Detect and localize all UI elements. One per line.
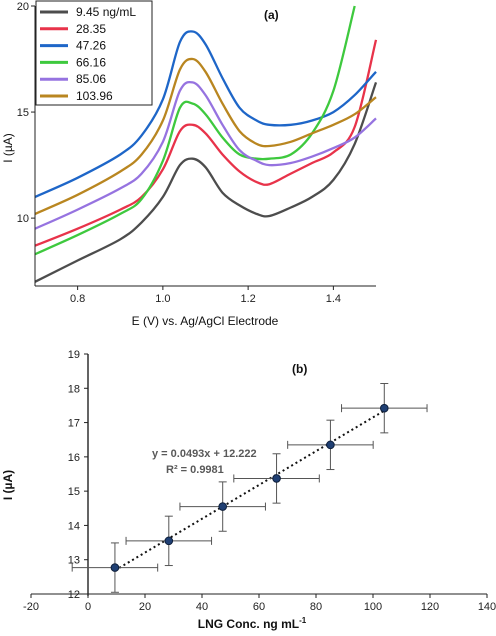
- data-point-4: [233, 453, 320, 504]
- panel-b-data-points: [71, 382, 428, 593]
- series-line-2: [34, 39, 378, 247]
- panel-b-x-tick-label: 60: [253, 601, 265, 613]
- data-point-1: [71, 542, 159, 593]
- linear-trendline: [114, 409, 385, 572]
- legend-entry-1: 9.45 ng/mL: [76, 5, 136, 19]
- panel-b-y-tick-label: 18: [68, 383, 80, 395]
- panel-a-legend-box: [35, 0, 153, 106]
- point-marker: [218, 502, 227, 511]
- data-point-3: [179, 481, 266, 532]
- point-marker: [379, 403, 389, 413]
- series-line-6: [34, 57, 377, 215]
- point-marker: [164, 536, 174, 546]
- series-line-1: [34, 82, 378, 283]
- panel-a-x-axis-label: E (V) vs. Ag/AgCl Electrode: [132, 314, 279, 328]
- panel-a-y-tick-label: 10: [17, 213, 29, 225]
- panel-a-y-axis-label: I (µA): [1, 133, 15, 163]
- legend-entry-3: 47.26: [76, 39, 106, 53]
- panel-a-x-tick-label: 1.0: [155, 293, 170, 305]
- panel-b-y-tick-label: 13: [68, 555, 80, 567]
- panel-a-legend: 9.45 ng/mL 28.35 47.26 66.16 85.06 103.96: [35, 0, 153, 106]
- panel-b-x-tick-label: 120: [421, 601, 439, 613]
- panel-b-y-tick-label: 19: [68, 349, 80, 361]
- series-line-3: [34, 30, 377, 198]
- data-point-5: [287, 419, 374, 471]
- panel-b-x-axis-unit-sup: -1: [299, 616, 307, 625]
- panel-a-series-lines: [34, 5, 378, 283]
- panel-a-x-tick-label: 1.4: [326, 293, 341, 305]
- point-marker: [110, 563, 120, 572]
- series-line-5: [34, 80, 377, 230]
- panel-b-x-tick-label: 140: [478, 601, 496, 613]
- panel-b-x-tick-label: 20: [139, 601, 151, 613]
- legend-entry-5: 85.06: [76, 72, 106, 86]
- panel-b-x-axis-label-text: LNG Conc. ng mL: [198, 617, 299, 631]
- legend-entry-6: 103.96: [76, 89, 113, 103]
- r-squared-label: R² = 0.9981: [166, 464, 224, 476]
- panel-a-ticks: 0.8 1.0 1.2 1.4 10 15 20: [17, 1, 341, 305]
- point-marker: [326, 440, 335, 450]
- panel-b-x-tick-label: -20: [23, 601, 39, 613]
- regression-equation: y = 0.0493x + 12.222: [152, 448, 257, 460]
- panel-a-label: (a): [264, 8, 279, 22]
- panel-b-y-axis-label: I (µA): [1, 470, 15, 500]
- point-marker: [272, 474, 281, 483]
- panel-b-x-tick-label: 40: [196, 601, 208, 613]
- panel-b-x-tick-label: 80: [310, 601, 322, 613]
- panel-a-x-tick-label: 1.2: [240, 293, 255, 305]
- panel-b-trendline-group: [114, 409, 385, 572]
- panel-b-y-tick-label: 12: [68, 589, 80, 601]
- panel-b-label: (b): [292, 362, 307, 376]
- panel-a-y-tick-label: 15: [17, 107, 29, 119]
- panel-a-x-tick-label: 0.8: [70, 293, 85, 305]
- series-line-4: [34, 5, 356, 256]
- legend-entry-4: 66.16: [76, 55, 106, 69]
- panel-b-y-tick-label: 14: [68, 520, 80, 532]
- panel-b-x-axis-label: LNG Conc. ng mL-1: [198, 616, 307, 631]
- panel-b-y-tick-label: 15: [68, 486, 80, 498]
- panel-b-y-tick-label: 17: [68, 418, 80, 430]
- panel-b-x-tick-label: 100: [364, 601, 382, 613]
- data-point-6: [341, 382, 428, 434]
- panel-b-x-tick-label: 0: [85, 601, 91, 613]
- panel-b-ticks: -20 0 20 40 60 80 100 120 140 12 13 14 15 16 17 18 19: [23, 349, 496, 613]
- panel-b-axes: [31, 354, 487, 596]
- panel-a-y-tick-label: 20: [17, 1, 29, 13]
- data-point-2: [125, 515, 213, 567]
- legend-entry-2: 28.35: [76, 22, 106, 36]
- panel-a-chart: (a) 0.8 1.0 1.2 1.4 10 15 20 E (V) vs. Ag/AgCl…: [1, 0, 378, 328]
- panel-b-chart: (b) -20 0 20 40 60 80 100 120 140 12 13 14 15 16 17 18 1…: [1, 349, 496, 631]
- panel-b-y-tick-label: 16: [68, 452, 80, 464]
